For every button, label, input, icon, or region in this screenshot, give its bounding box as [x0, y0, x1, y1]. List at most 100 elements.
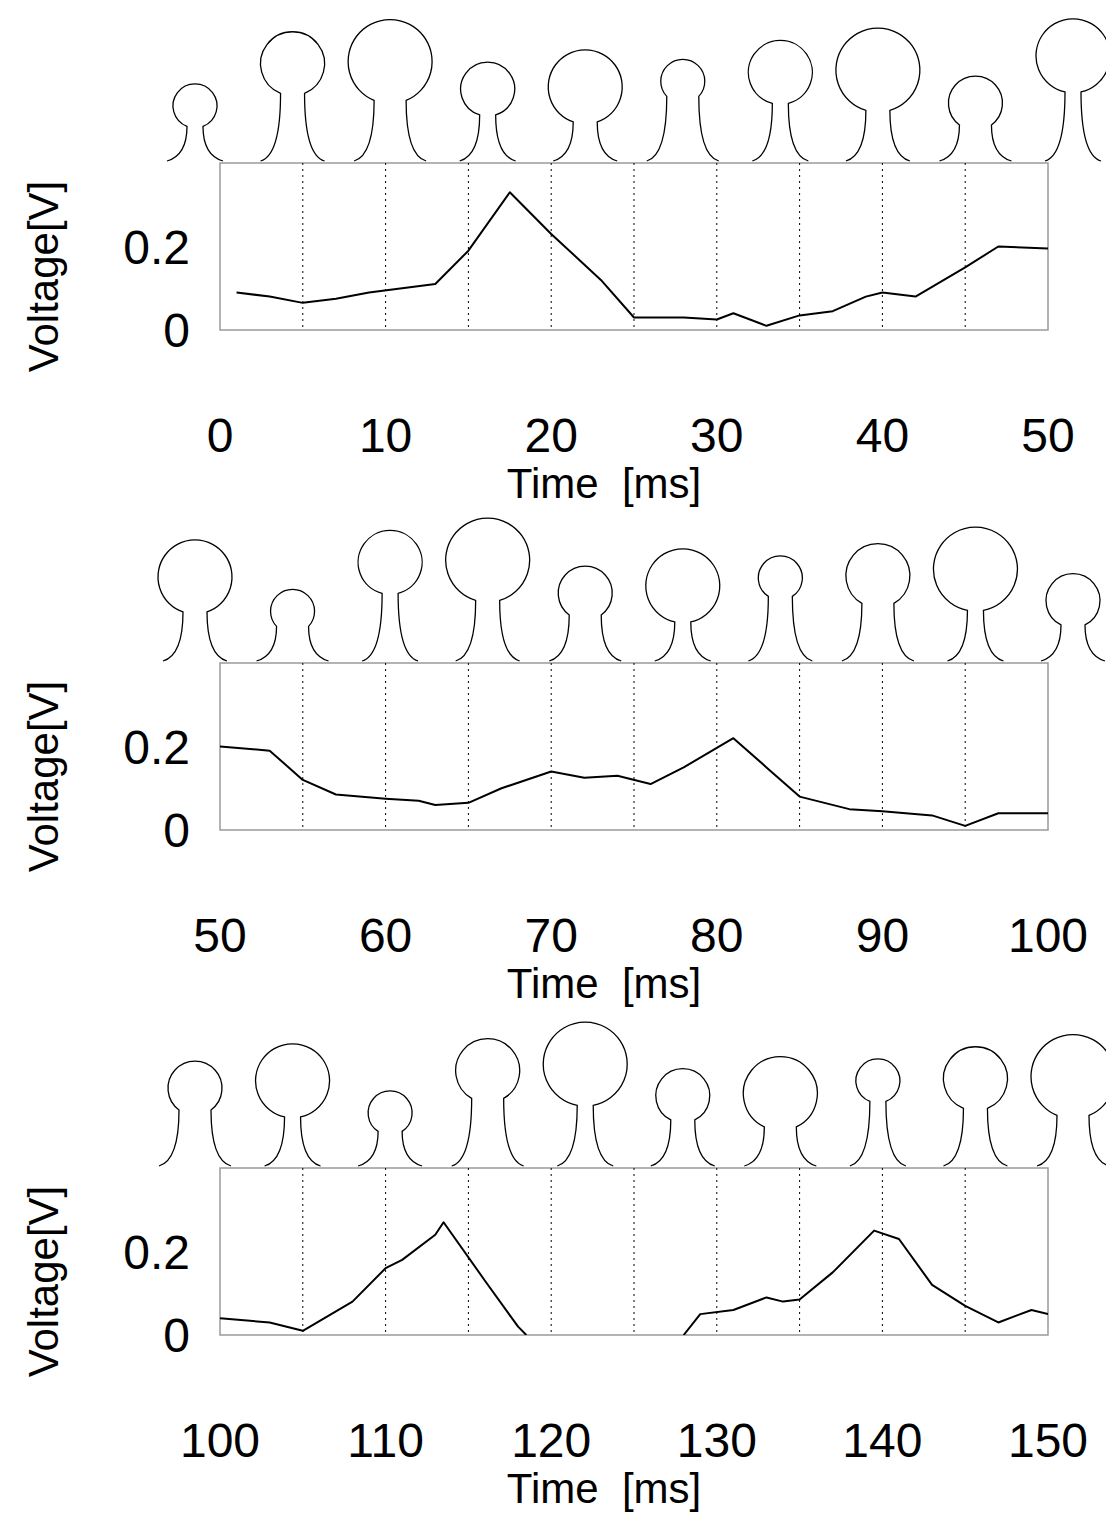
bubble-outline [543, 1022, 627, 1166]
x-tick-label: 0 [207, 409, 234, 462]
bubble-outline [348, 20, 432, 161]
bubble-outline [358, 1091, 422, 1166]
x-tick-label: 50 [1021, 409, 1074, 462]
x-tick-label: 70 [525, 909, 578, 962]
minor-grid-line [965, 163, 966, 330]
bubble-outline [646, 549, 720, 661]
voltage-line [220, 1222, 1048, 1335]
voltage-line [237, 192, 1048, 326]
y-tick-label: 0 [163, 804, 190, 857]
x-tick-label: 40 [856, 409, 909, 462]
minor-grid-line [799, 663, 800, 830]
minor-grid-line [799, 163, 800, 330]
minor-grid-line [634, 163, 635, 330]
bubble-outline [256, 1044, 330, 1166]
figure: 0102030405000.2Time [ms]Voltage[V]506070… [0, 0, 1106, 1518]
grid-line [882, 1168, 883, 1335]
minor-grid-line [302, 163, 303, 330]
x-tick-label: 60 [359, 909, 412, 962]
x-axis-title: Time [ms] [507, 960, 701, 1007]
bubble-outline [743, 1057, 817, 1166]
x-tick-label: 10 [359, 409, 412, 462]
bubble-outline [167, 84, 223, 161]
x-tick-label: 30 [690, 409, 743, 462]
x-tick-label: 120 [511, 1414, 591, 1467]
minor-grid-line [634, 1168, 635, 1335]
minor-grid-line [799, 1168, 800, 1335]
bubble-outline [651, 1069, 715, 1166]
grid-line [385, 663, 386, 830]
x-axis-title: Time [ms] [507, 460, 701, 507]
y-tick-label: 0.2 [123, 221, 190, 274]
bubble-outline [452, 1039, 524, 1166]
grid-line [551, 163, 552, 330]
x-tick-label: 130 [677, 1414, 757, 1467]
bubble-outline [748, 556, 812, 661]
grid-line [716, 163, 717, 330]
bubble-outline [159, 1061, 231, 1166]
minor-grid-line [468, 663, 469, 830]
x-tick-label: 50 [193, 909, 246, 962]
bubble-outline [548, 50, 622, 161]
grid-line [551, 1168, 552, 1335]
y-tick-label: 0 [163, 304, 190, 357]
plot-frame [220, 163, 1048, 330]
grid-line [385, 163, 386, 330]
grid-line [551, 663, 552, 830]
x-tick-label: 100 [180, 1414, 260, 1467]
y-axis-title: Voltage[V] [20, 1186, 67, 1377]
y-tick-label: 0.2 [123, 721, 190, 774]
minor-grid-line [468, 1168, 469, 1335]
y-tick-label: 0.2 [123, 1226, 190, 1279]
x-tick-label: 110 [347, 1414, 424, 1467]
grid-line [882, 663, 883, 830]
grid-line [716, 663, 717, 830]
y-tick-label: 0 [163, 1309, 190, 1362]
panel: 100 110 120 130 140 150 0 0.2 Time [ms] Voltage[V… [20, 1022, 1106, 1512]
panel: 0 10 20 30 40 50 0 0.2 Time [ms] Voltage[V] [20, 19, 1106, 507]
bubble-outline [460, 62, 516, 161]
minor-grid-line [965, 663, 966, 830]
x-tick-label: 80 [690, 909, 743, 962]
bubble-outline [358, 530, 422, 661]
plot-frame [220, 663, 1048, 830]
x-tick-label: 20 [525, 409, 578, 462]
data-group [220, 738, 1048, 826]
minor-grid-line [302, 1168, 303, 1335]
bubble-outline [842, 544, 914, 661]
bubble-sketches [158, 518, 1105, 661]
bubble-outline [549, 566, 621, 661]
grid-line [716, 1168, 717, 1335]
bubble-outline [748, 40, 812, 161]
panel: 50 60 70 80 90 100 0 0.2 Time [ms] Voltage[V] [20, 518, 1105, 1007]
bubble-sketches [159, 1022, 1106, 1166]
grid-line [385, 1168, 386, 1335]
bubble-outline [943, 1047, 1007, 1166]
bubble-outline [257, 589, 329, 661]
voltage-line [220, 738, 1048, 826]
bubble-outline [939, 76, 1011, 161]
bubble-outline [836, 28, 920, 161]
bubble-outline [1031, 1035, 1106, 1166]
x-tick-label: 100 [1008, 909, 1088, 962]
bubble-outline [933, 527, 1017, 661]
bubble-outline [647, 59, 719, 161]
y-axis-title: Voltage[V] [20, 181, 67, 372]
x-tick-label: 150 [1008, 1414, 1088, 1467]
bubble-outline [446, 518, 530, 661]
x-axis-title: Time [ms] [507, 1465, 701, 1512]
y-axis-title: Voltage[V] [20, 681, 67, 872]
data-group [237, 192, 1048, 326]
grid-line [882, 163, 883, 330]
minor-grid-line [468, 163, 469, 330]
plot-frame [220, 1168, 1048, 1335]
x-tick-label: 140 [842, 1414, 922, 1467]
bubble-outline [261, 32, 325, 161]
bubble-sketches [167, 19, 1106, 161]
minor-grid-line [965, 1168, 966, 1335]
bubble-outline [1041, 574, 1105, 661]
x-tick-label: 90 [856, 909, 909, 962]
bubble-outline [850, 1059, 906, 1166]
bubble-outline [1036, 19, 1106, 161]
data-group [220, 1222, 1048, 1335]
